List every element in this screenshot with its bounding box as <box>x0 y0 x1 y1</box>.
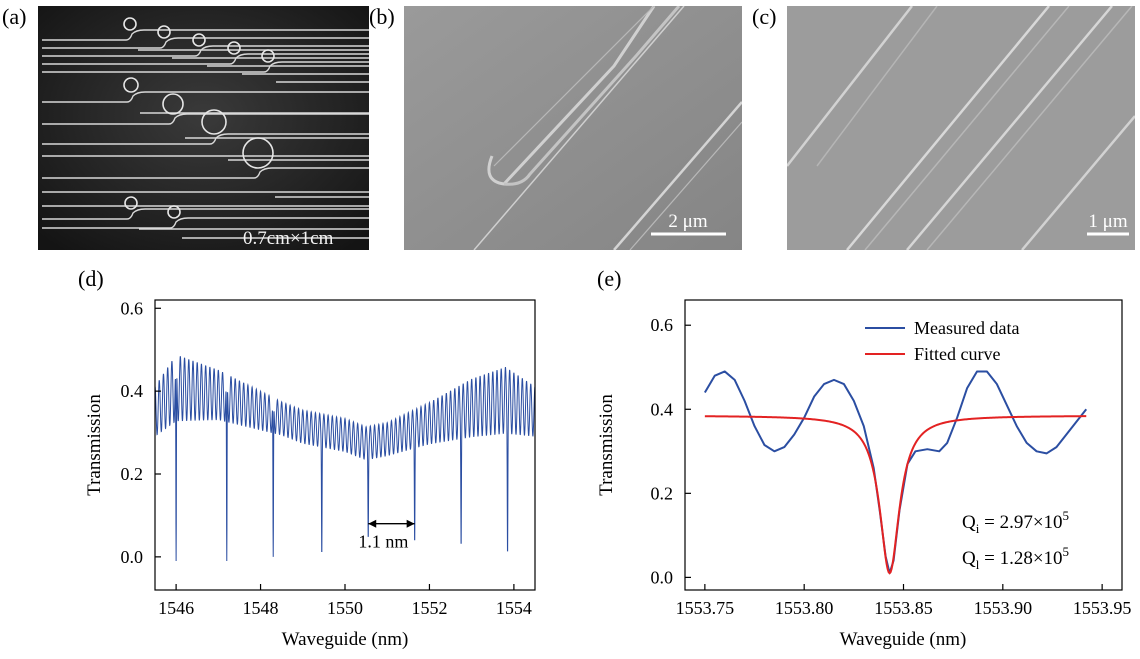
chip-ring-resonator <box>157 25 171 39</box>
chart-d-ytick-label: 0.6 <box>121 298 144 318</box>
chip-waveguide <box>42 29 369 41</box>
chip-ring-resonator <box>227 41 241 55</box>
panel-label-c: (c) <box>752 4 777 29</box>
chart-e-xtick-label: 1553.95 <box>1073 598 1132 618</box>
chart-e-q-annotation: Ql = 1.28×105 <box>962 544 1069 572</box>
chip-ring-resonator <box>201 109 227 135</box>
chart-d-xtick-label: 1548 <box>243 598 279 618</box>
chart-d-ylabel: Transmission <box>84 394 105 496</box>
chart-e-ylabel: Transmission <box>596 394 617 496</box>
chip-waveguide <box>42 208 369 220</box>
chart-d-xtick-label: 1546 <box>158 598 194 618</box>
chart-e-ytick-label: 0.6 <box>651 315 674 335</box>
chip-ring-resonator <box>261 49 275 63</box>
chart-e-ytick-label: 0.4 <box>651 399 674 419</box>
chart-d-series-line <box>154 356 536 562</box>
chart-d-xlabel: Waveguide (nm) <box>282 629 409 650</box>
panel-label-e: (e) <box>597 266 622 291</box>
chip-waveguide <box>42 167 369 179</box>
chip-micrograph: 0.7cm×1cm <box>38 6 369 250</box>
chart-d-ytick-label: 0.2 <box>121 464 144 484</box>
chart-e-ytick-label: 0.2 <box>651 483 674 503</box>
chip-ring-resonator <box>123 77 139 93</box>
panel-label-b: (b) <box>369 4 395 29</box>
chart-d-ytick-label: 0.0 <box>121 547 144 567</box>
chip-ring-resonator <box>123 17 137 31</box>
chart-e-frame <box>684 299 1123 591</box>
chart-resonance-fit: 1553.75 1553.80 1553.85 1553.90 1553.95 0.0 0… <box>596 299 1132 650</box>
chip-waveguide <box>42 217 369 229</box>
chip-waveguide <box>42 133 369 145</box>
chart-e-xtick-label: 1553.75 <box>676 598 735 618</box>
chart-d-arrowhead-left <box>368 519 377 528</box>
legend-label: Fitted curve <box>914 344 1000 364</box>
chip-waveguide <box>42 45 369 57</box>
chip-waveguide <box>42 37 369 49</box>
chart-d-xtick-label: 1554 <box>496 598 532 618</box>
scale-bar-b-text: 2 μm <box>668 211 707 232</box>
sem-ring-drawing: 2 μm <box>404 6 742 250</box>
chart-e-q-annotation: Qi = 2.97×105 <box>962 508 1069 536</box>
chart-e-xlabel: Waveguide (nm) <box>840 629 967 650</box>
chart-d-arrowhead-right <box>406 519 415 528</box>
chart-transmission-spectrum: 1546 1548 1550 1552 1554 0.0 0.2 0.4 0.6 1.1 nm… <box>84 298 536 650</box>
chart-e-xtick-label: 1553.90 <box>974 598 1032 618</box>
chip-ring-resonator <box>124 196 138 210</box>
panel-label-a: (a) <box>2 4 27 29</box>
sem-image-waveguides: 1 μm <box>787 6 1135 250</box>
chip-scale-text: 0.7cm×1cm <box>243 228 334 249</box>
chart-d-ytick-label: 0.4 <box>121 381 144 401</box>
chip-waveguide <box>42 61 369 73</box>
chart-e-xtick-label: 1553.80 <box>775 598 834 618</box>
chart-d-fsr-label: 1.1 nm <box>358 532 408 552</box>
legend-label: Measured data <box>914 318 1019 338</box>
chart-d-xtick-label: 1550 <box>327 598 363 618</box>
chart-d-frame <box>154 299 536 591</box>
sem-waveguides-drawing: 1 μm <box>787 6 1135 250</box>
chart-e-ytick-label: 0.0 <box>651 567 674 587</box>
chip-waveguide <box>42 91 369 103</box>
scale-bar-c-text: 1 μm <box>1088 211 1127 232</box>
chart-d-xtick-label: 1552 <box>411 598 447 618</box>
chart-e-xtick-label: 1553.85 <box>874 598 933 618</box>
chip-micrograph-drawing: 0.7cm×1cm <box>38 6 369 250</box>
chip-waveguide <box>42 113 369 125</box>
chart-e-fitted-line <box>704 415 1087 575</box>
chip-waveguide <box>42 53 369 65</box>
sem-image-ring: 2 μm <box>404 6 742 250</box>
panel-label-d: (d) <box>78 266 104 291</box>
chip-ring-resonator <box>167 205 181 219</box>
chip-ring-resonator <box>162 93 184 115</box>
chip-ring-resonator <box>242 137 274 169</box>
chip-ring-resonator <box>192 33 206 47</box>
